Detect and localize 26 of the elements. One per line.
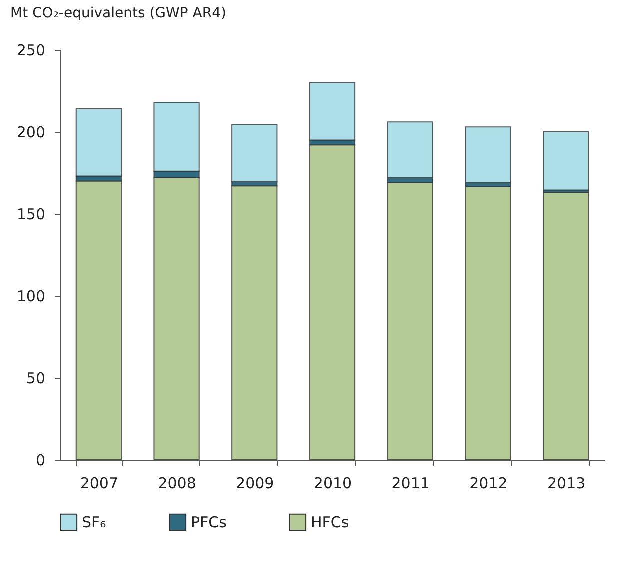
x-tick-label: 2007 <box>80 474 119 492</box>
x-tick-label: 2013 <box>547 474 586 492</box>
bar <box>76 180 122 460</box>
legend-label: SF₆ <box>82 513 106 532</box>
legend-label: PFCs <box>191 513 228 532</box>
bar <box>309 144 356 460</box>
x-tick-label: 2012 <box>470 474 508 492</box>
x-tick-label: 2010 <box>314 474 352 492</box>
bar <box>465 186 512 460</box>
y-tick-label: 150 <box>16 206 46 224</box>
y-tick-label: 100 <box>16 288 46 306</box>
bar <box>465 126 512 184</box>
bar <box>387 182 434 460</box>
bar <box>232 186 278 460</box>
x-tick-label: 2011 <box>392 474 430 492</box>
y-tick-label: 0 <box>36 452 46 470</box>
bar <box>542 132 590 191</box>
x-tick-label: 2008 <box>158 474 196 492</box>
bar <box>542 192 590 460</box>
legend-label: HFCs <box>311 513 350 532</box>
y-tick-label: 50 <box>26 370 46 388</box>
bar <box>232 124 278 183</box>
y-tick-label: 200 <box>16 124 46 142</box>
x-tick-label: 2009 <box>236 474 274 492</box>
y-tick-label: 250 <box>16 42 46 60</box>
y-axis-title: Mt CO₂-equivalents (GWP AR4) <box>10 6 226 22</box>
